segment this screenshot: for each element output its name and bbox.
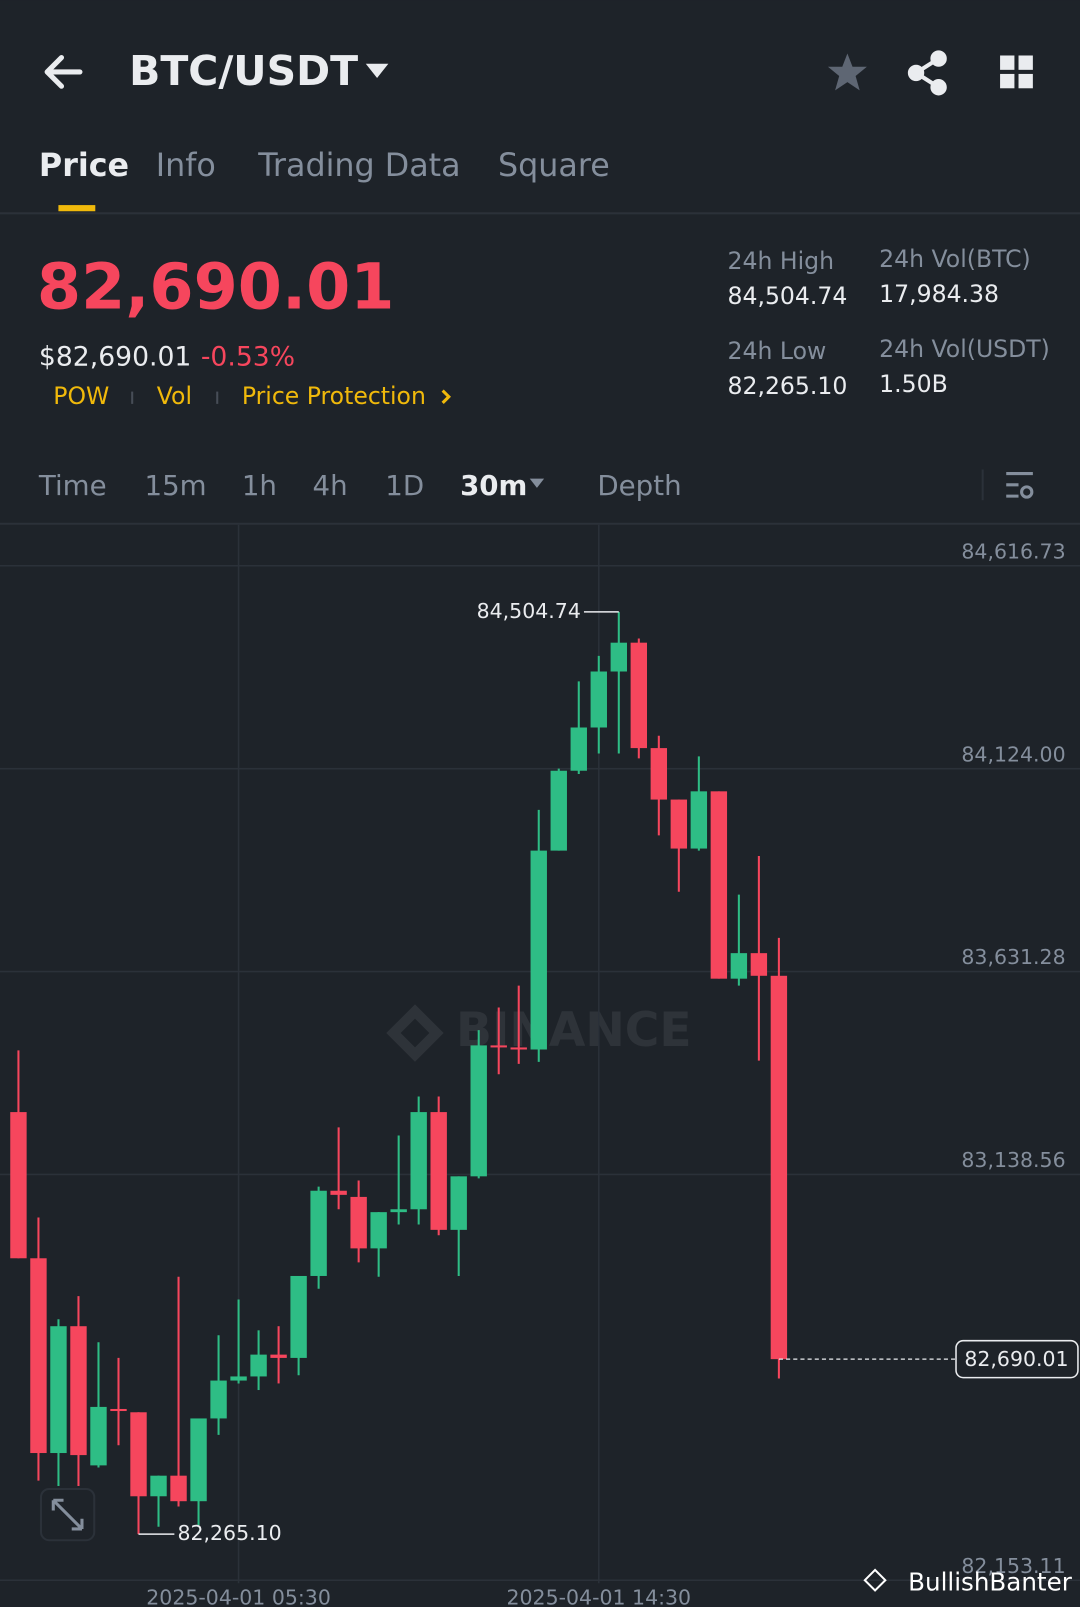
interval-dropdown[interactable] xyxy=(529,478,545,488)
y-tick-label: 82,153.11 xyxy=(961,1554,1065,1578)
candle-body xyxy=(270,1354,287,1358)
watermark: BINANCE xyxy=(386,1003,692,1062)
candle-body xyxy=(490,1045,507,1048)
candle-body xyxy=(770,975,788,1360)
candle-body xyxy=(70,1326,87,1456)
usd-price: $82,690.01 xyxy=(39,341,191,372)
interval[interactable]: 4h xyxy=(313,469,348,502)
candle-body xyxy=(190,1418,207,1502)
candle-body xyxy=(610,642,627,672)
candle-body xyxy=(550,770,567,851)
candle-body xyxy=(470,1045,487,1177)
candle-body xyxy=(650,748,668,800)
interval[interactable]: Time xyxy=(38,469,107,502)
chevron xyxy=(441,389,451,404)
candle-body xyxy=(590,671,607,728)
candle-body xyxy=(430,1112,447,1230)
candle-body xyxy=(570,727,587,771)
candle-body xyxy=(290,1275,307,1358)
stat-value: 17,984.38 xyxy=(879,280,999,308)
y-tick-label: 84,616.73 xyxy=(961,539,1065,563)
tag-pow[interactable]: POW xyxy=(53,382,109,410)
candle-body xyxy=(230,1376,247,1381)
candle-body xyxy=(90,1406,107,1466)
pair-title[interactable]: BTC/USDT xyxy=(129,47,358,95)
interval[interactable]: 1D xyxy=(385,469,424,502)
min-label: 82,265.10 xyxy=(177,1521,281,1545)
candle-body xyxy=(250,1354,267,1377)
candle-body xyxy=(30,1258,47,1454)
candle-body xyxy=(690,791,708,849)
candle-body xyxy=(150,1475,167,1497)
candle-body xyxy=(130,1412,147,1497)
tab-price[interactable]: Price xyxy=(39,148,129,184)
tab-square[interactable]: Square xyxy=(498,148,610,184)
candle-body xyxy=(50,1326,67,1454)
stat-label: 24h Vol(USDT) xyxy=(879,335,1050,363)
stat-label: 24h Vol(BTC) xyxy=(879,245,1031,273)
expand-icon xyxy=(51,1498,84,1531)
candle-body xyxy=(10,1112,27,1259)
back-button[interactable] xyxy=(44,54,83,89)
credit-text: BullishBanter xyxy=(908,1567,1073,1596)
y-tick-label: 83,631.28 xyxy=(961,945,1065,969)
share-icon[interactable] xyxy=(907,50,947,96)
x-tick-label: 2025-04-01 05:30 xyxy=(146,1586,331,1607)
tab-indicator xyxy=(58,205,96,212)
stat-value: 84,504.74 xyxy=(728,282,848,310)
candle-body xyxy=(210,1380,227,1419)
candle-body xyxy=(670,799,688,849)
candle-body xyxy=(350,1196,367,1249)
stat-value: 1.50B xyxy=(879,370,948,398)
tab-trading-data[interactable]: Trading Data xyxy=(257,148,460,184)
candle-body xyxy=(330,1190,347,1195)
last-price-tag xyxy=(955,1339,1079,1379)
expand-button[interactable] xyxy=(39,1487,96,1542)
interval-active[interactable]: 30m xyxy=(460,469,527,502)
stat-label: 24h High xyxy=(728,247,835,275)
candle-body xyxy=(750,953,768,976)
tag-separator xyxy=(216,391,219,404)
last-price-label: 82,690.01 xyxy=(964,1347,1068,1371)
chart-settings-icon[interactable] xyxy=(1006,472,1034,499)
layout-icon[interactable] xyxy=(1000,55,1033,89)
price-change: -0.53% xyxy=(201,341,295,372)
candle-body xyxy=(410,1112,427,1210)
stat-label: 24h Low xyxy=(728,337,827,365)
pair-dropdown[interactable] xyxy=(365,63,389,79)
candle-body xyxy=(730,953,748,979)
y-tick-label: 83,138.56 xyxy=(961,1148,1065,1172)
separator xyxy=(981,469,984,501)
candle-body xyxy=(390,1209,407,1213)
stat-value: 82,265.10 xyxy=(728,372,848,400)
candle-body xyxy=(170,1475,187,1502)
candle-body xyxy=(110,1408,127,1412)
candle-body xyxy=(370,1212,387,1249)
credit-logo xyxy=(863,1568,887,1592)
candle-body xyxy=(510,1047,527,1050)
candle-body xyxy=(450,1176,467,1230)
interval[interactable]: Depth xyxy=(597,469,681,502)
x-tick-label: 2025-04-01 14:30 xyxy=(506,1586,691,1607)
last-price: 82,690.01 xyxy=(37,250,395,324)
y-tick-label: 84,124.00 xyxy=(961,742,1065,766)
tag-vol[interactable]: Vol xyxy=(157,382,192,410)
tab-info[interactable]: Info xyxy=(156,148,216,184)
candle-body xyxy=(710,791,728,979)
candle-body xyxy=(530,850,547,1050)
candlestick-chart: 2025-04-01 05:30 2025-04-01 14:30 84,616.7… xyxy=(0,524,1080,1607)
candle-body xyxy=(310,1190,327,1276)
tag-separator xyxy=(131,391,134,404)
max-label: 84,504.74 xyxy=(477,599,581,623)
favorite-icon[interactable] xyxy=(827,53,867,91)
tag-price-protection[interactable]: Price Protection xyxy=(242,382,426,410)
candle-body xyxy=(630,642,648,749)
interval[interactable]: 15m xyxy=(144,469,206,502)
interval[interactable]: 1h xyxy=(242,469,277,502)
watermark-text: BINANCE xyxy=(456,1003,692,1058)
